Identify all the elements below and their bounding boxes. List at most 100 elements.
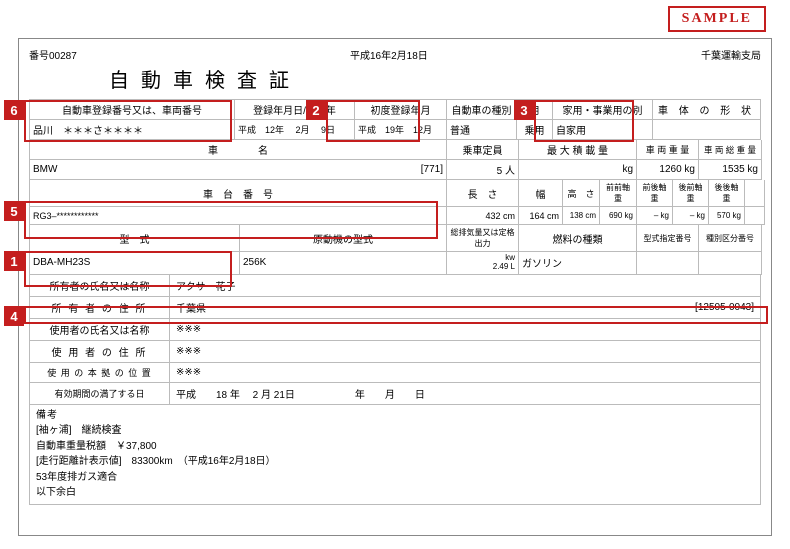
highlight-tag-1: 1 xyxy=(4,251,24,271)
highlight-tag-5: 5 xyxy=(4,201,24,221)
h-owner-name: 所有者の氏名又は名称 xyxy=(30,275,170,297)
v-chassis: RG3–************ xyxy=(30,207,447,225)
h-vehicle-weight: 車 両 重 量 xyxy=(637,140,699,160)
v-displacement-l: 2.49 L xyxy=(493,263,515,272)
highlight-tag-2: 2 xyxy=(306,100,326,120)
remarks-l5: 以下余白 xyxy=(36,485,754,501)
header-row-3: 車 台 番 号 長 さ 幅 高 さ 前前軸重 前後軸重 後前軸重 後後軸重 xyxy=(29,180,761,207)
sample-badge: SAMPLE xyxy=(668,6,766,32)
v-front-front: 690 kg xyxy=(600,207,637,225)
v-engine-model: 256K xyxy=(240,252,447,275)
v-body-shape xyxy=(653,120,761,140)
v-expiry: 平成 18 年 2 月 21日 年 月 日 xyxy=(170,383,760,405)
v-user-addr: ※※※ xyxy=(170,341,760,363)
v-plate: 品川 ＊＊＊さ＊＊＊＊ xyxy=(30,120,235,140)
issue-date: 平成16年2月18日 xyxy=(350,47,428,62)
topbar: 番号00287 平成16年2月18日 千葉運輸支局 xyxy=(29,47,761,62)
h-rear-rear: 後後軸重 xyxy=(709,180,745,207)
v-user-name: ※※※ xyxy=(170,319,760,341)
h-length: 長 さ xyxy=(447,180,519,207)
h-front-front: 前前軸重 xyxy=(600,180,637,207)
v-expiry-2: 年 月 日 xyxy=(355,386,425,401)
h-private-commercial: 家用・事業用の別 xyxy=(553,100,653,120)
h-reg-or-vehicle: 自動車登録番号又は、車両番号 xyxy=(30,100,235,120)
h-car-name: 車 名 xyxy=(30,140,447,160)
certificate-sheet: 番号00287 平成16年2月18日 千葉運輸支局 自動車検査証 自動車登録番号… xyxy=(18,38,772,536)
h-displacement: 総排気量又は定格出力 xyxy=(447,225,519,252)
highlight-tag-3: 3 xyxy=(514,100,534,120)
v-rear-front: – kg xyxy=(673,207,709,225)
v-rear-rear: 570 kg xyxy=(709,207,745,225)
row-user-name: 使用者の氏名又は名称 ※※※ xyxy=(30,319,760,341)
v-vehicle-kind: 普通 xyxy=(447,120,517,140)
row-user-addr: 使 用 者 の 住 所 ※※※ xyxy=(30,341,760,363)
v-car-name-text: BMW xyxy=(33,164,57,175)
row-owner-addr: 所 有 者 の 住 所 千葉県 [12505-0043] xyxy=(30,297,760,319)
v-fuel: ガソリン xyxy=(519,252,637,275)
v-owner-name: アクサ 花子 xyxy=(170,275,760,297)
remarks-block: 備考 [袖ヶ浦] 継続検査 自動車重量税額 ￥37,800 [走行距離計表示値]… xyxy=(30,405,760,504)
h-rear-front: 後前軸重 xyxy=(673,180,709,207)
remarks-l3: [走行距離計表示値] 83300km （平成16年2月18日） xyxy=(36,454,754,470)
v-owner-addr: 千葉県 [12505-0043] xyxy=(170,297,760,319)
h-model-desig: 型式指定番号 xyxy=(637,225,699,252)
v-height: 138 cm xyxy=(563,207,600,225)
v-class-desig xyxy=(699,252,762,275)
v-reg-date: 平成 12年 2月 9日 xyxy=(235,120,355,140)
v-width: 164 cm xyxy=(519,207,563,225)
h-owner-addr: 所 有 者 の 住 所 xyxy=(30,297,170,319)
v-length: 432 cm xyxy=(447,207,519,225)
h-max-load: 最 大 積 載 量 xyxy=(519,140,637,160)
highlight-tag-4: 4 xyxy=(4,306,24,326)
lower-table: 所有者の氏名又は名称 アクサ 花子 所 有 者 の 住 所 千葉県 [12505… xyxy=(29,275,761,505)
h-remarks: 備考 xyxy=(36,408,754,424)
v-front-rear: – kg xyxy=(637,207,673,225)
h-chassis: 車 台 番 号 xyxy=(30,180,447,207)
h-user-name: 使用者の氏名又は名称 xyxy=(30,319,170,341)
header-row-5: 型 式 原動機の型式 総排気量又は定格出力 燃料の種類 型式指定番号 種別区分番… xyxy=(29,225,761,252)
h-gross-weight: 車 両 総 重 量 xyxy=(699,140,762,160)
v-gross-weight: 1535 kg xyxy=(699,160,762,180)
v-car-name: BMW [771] xyxy=(30,160,447,180)
v-owner-addr-code: [12505-0043] xyxy=(654,302,754,313)
h-vehicle-kind: 自動車の種別 xyxy=(447,100,517,120)
v-blank-1 xyxy=(745,207,765,225)
v-model-desig xyxy=(637,252,699,275)
h-fuel: 燃料の種類 xyxy=(519,225,637,252)
value-row-2: BMW [771] 5 人 kg 1260 kg 1535 kg xyxy=(29,160,761,180)
v-use: 乗用 xyxy=(517,120,553,140)
h-first-reg: 初度登録年月 xyxy=(355,100,447,120)
h-expiry: 有効期間の満了する日 xyxy=(30,383,170,405)
value-row-1: 品川 ＊＊＊さ＊＊＊＊ 平成 12年 2月 9日 平成 19年 12月 普通 乗… xyxy=(29,120,761,140)
header-row-2: 車 名 乗車定員 最 大 積 載 量 車 両 重 量 車 両 総 重 量 xyxy=(29,140,761,160)
v-vehicle-weight: 1260 kg xyxy=(637,160,699,180)
document-number: 番号00287 xyxy=(29,47,77,62)
h-width: 幅 xyxy=(519,180,563,207)
v-base-location: ※※※ xyxy=(170,363,760,383)
v-expiry-1: 平成 18 年 2 月 21日 xyxy=(176,386,295,401)
row-base-location: 使 用 の 本 拠 の 位 置 ※※※ xyxy=(30,363,760,383)
remarks-l2: 自動車重量税額 ￥37,800 xyxy=(36,439,754,455)
remarks-l1: [袖ヶ浦] 継続検査 xyxy=(36,423,754,439)
h-base-location: 使 用 の 本 拠 の 位 置 xyxy=(30,363,170,383)
highlight-tag-6: 6 xyxy=(4,100,24,120)
remarks-l4: 53年度排ガス適合 xyxy=(36,470,754,486)
header-row-1: 自動車登録番号又は、車両番号 登録年月日/交付年 初度登録年月 自動車の種別 用… xyxy=(29,99,761,120)
doc-title: 自動車検査証 xyxy=(109,64,761,93)
v-max-load: kg xyxy=(519,160,637,180)
row-expiry: 有効期間の満了する日 平成 18 年 2 月 21日 年 月 日 xyxy=(30,383,760,405)
h-body-shape: 車 体 の 形 状 xyxy=(653,100,761,120)
v-capacity: 5 人 xyxy=(447,160,519,180)
h-class-desig: 種別区分番号 xyxy=(699,225,762,252)
h-model: 型 式 xyxy=(30,225,240,252)
h-blank-1 xyxy=(745,180,765,207)
h-engine-model: 原動機の型式 xyxy=(240,225,447,252)
row-owner-name: 所有者の氏名又は名称 アクサ 花子 xyxy=(30,275,760,297)
v-owner-addr-text: 千葉県 xyxy=(176,300,654,315)
v-first-reg: 平成 19年 12月 xyxy=(355,120,447,140)
v-private-commercial: 自家用 xyxy=(553,120,653,140)
value-row-5: DBA-MH23S 256K kw 2.49 L ガソリン xyxy=(29,252,761,275)
bureau: 千葉運輸支局 xyxy=(701,47,761,62)
h-reg-date: 登録年月日/交付年 xyxy=(235,100,355,120)
h-capacity: 乗車定員 xyxy=(447,140,519,160)
